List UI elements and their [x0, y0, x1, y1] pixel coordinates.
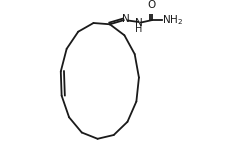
Text: O: O [147, 0, 156, 10]
Text: N: N [135, 18, 143, 28]
Text: H: H [135, 24, 143, 34]
Text: NH$_2$: NH$_2$ [162, 13, 183, 27]
Text: N: N [122, 14, 130, 24]
